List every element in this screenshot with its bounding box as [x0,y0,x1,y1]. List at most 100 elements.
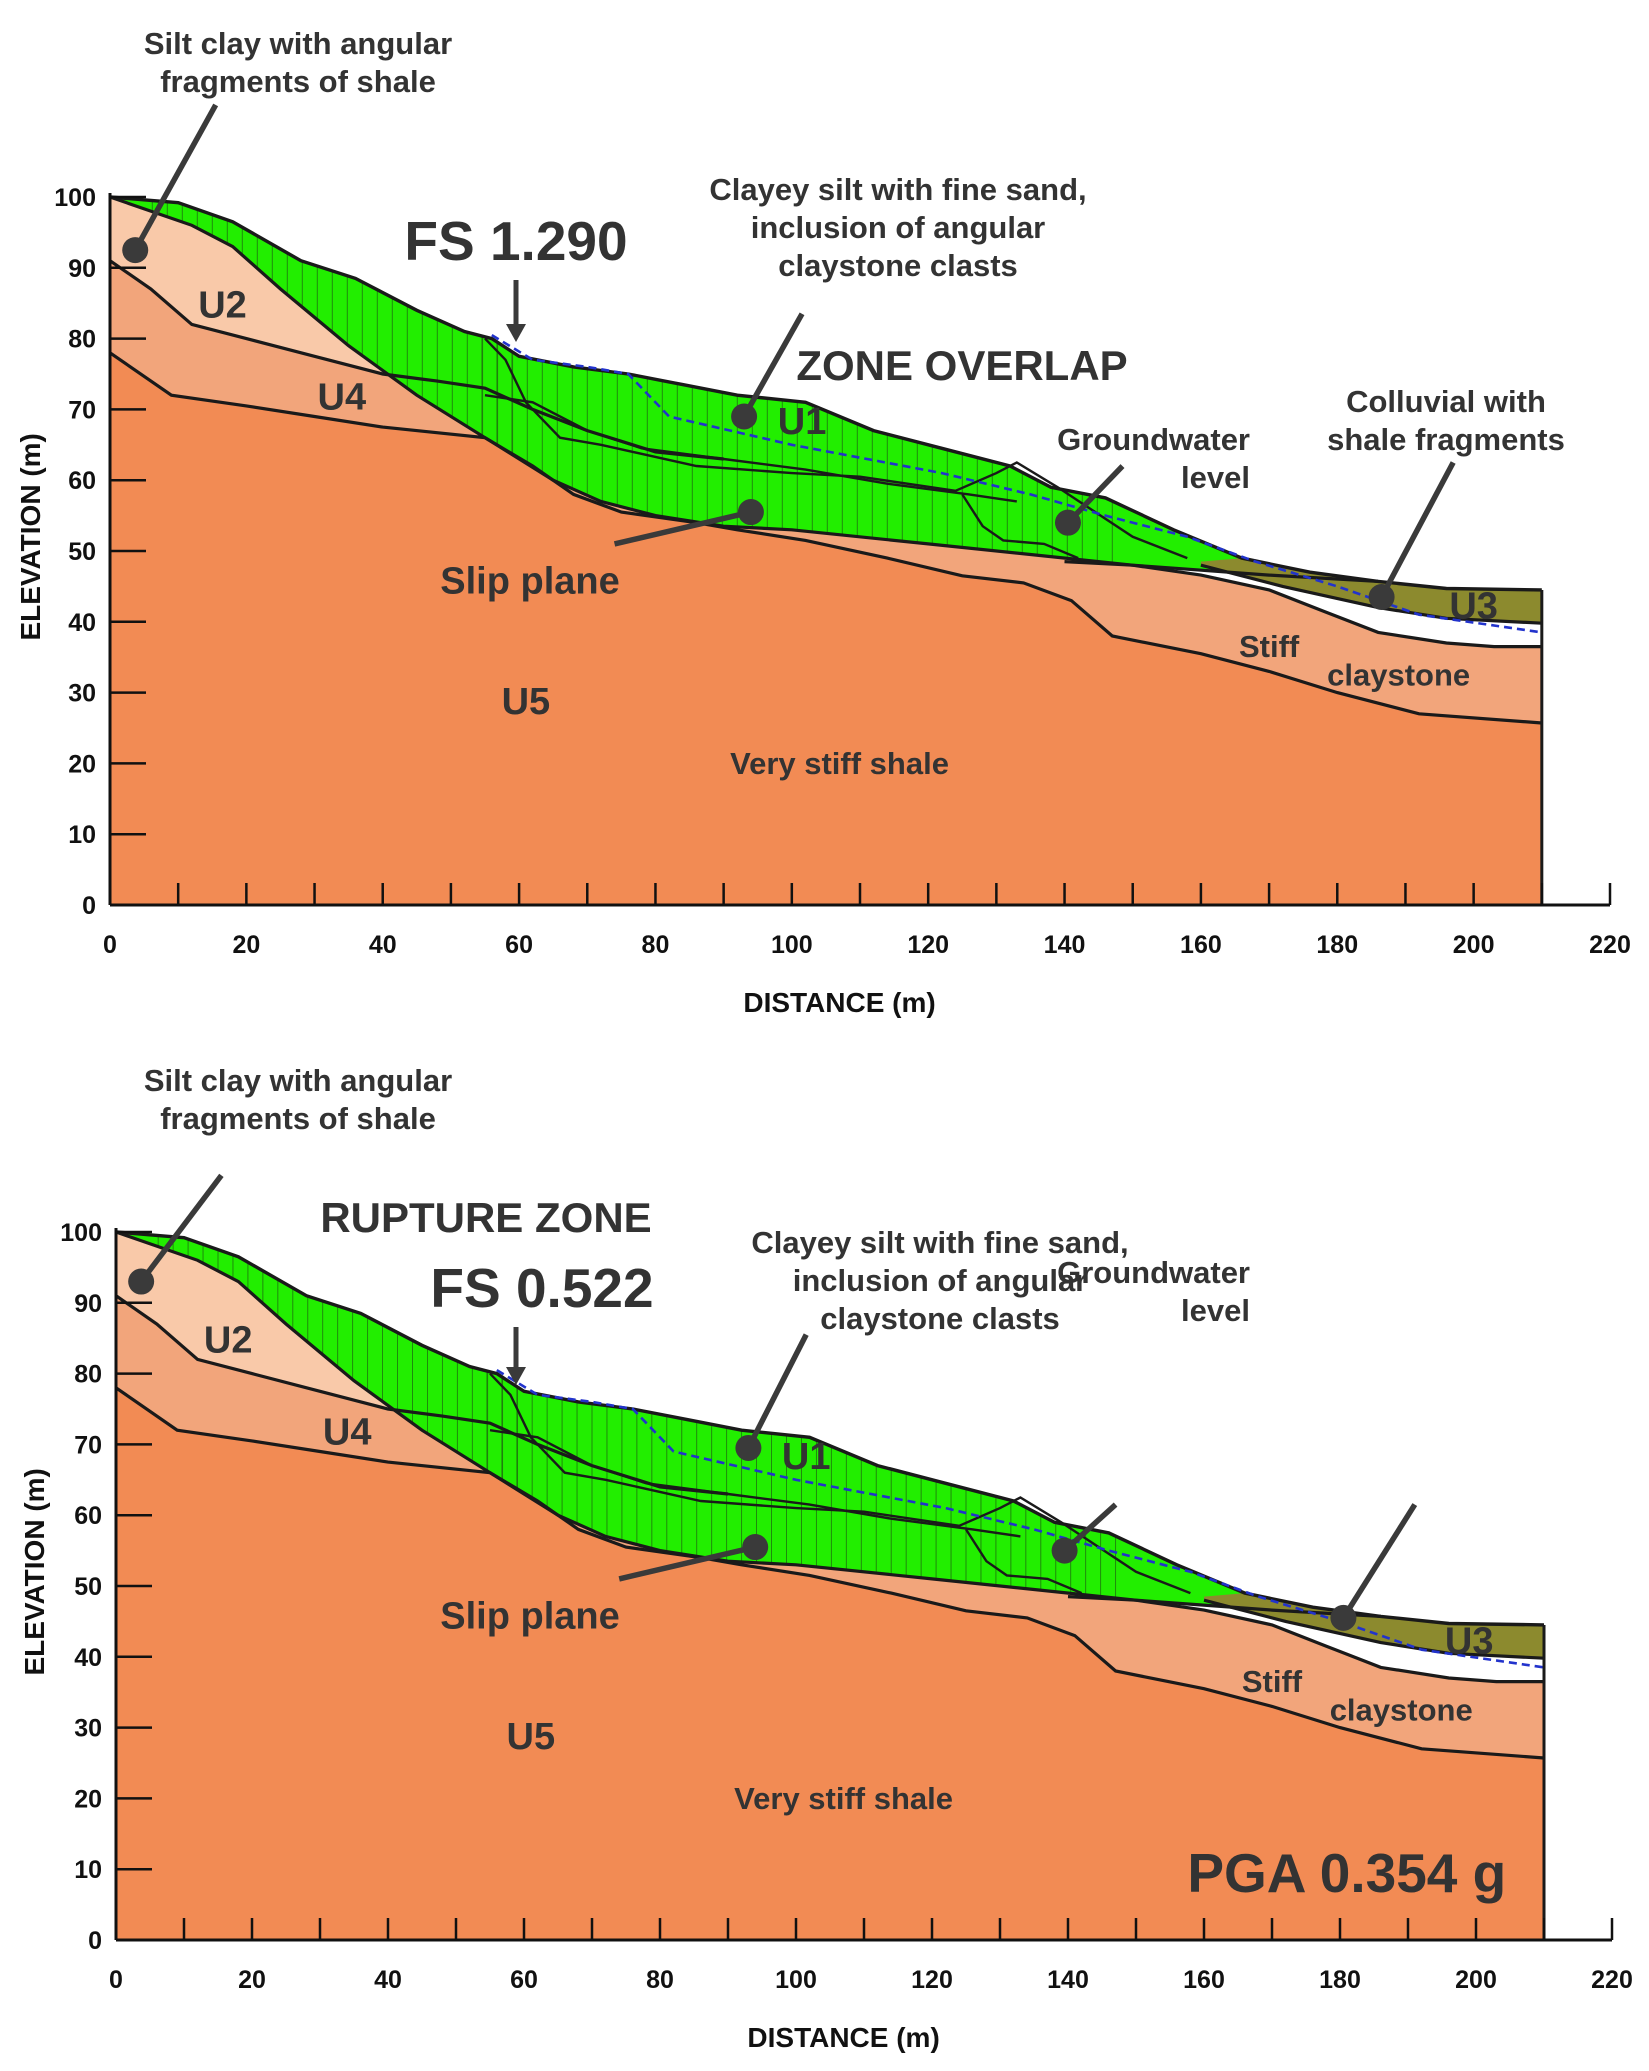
layer-boundary [115,1230,1381,1618]
y-tick-label: 20 [68,750,96,778]
pga-label: PGA 0.354 g [1187,1842,1506,1904]
x-tick-label: 0 [109,1966,123,1994]
silt-clay-leader [132,103,219,252]
layer-boundary [109,351,1542,725]
y-axis-title: ELEVATION (m) [15,433,46,640]
clayey-silt-note: Clayey silt with fine sand, inclusion of … [751,1225,1128,1336]
y-tick-label: 90 [68,255,96,283]
u5-layer [116,1387,1544,1940]
y-tick-label: 40 [74,1644,102,1672]
x-tick-label: 140 [1047,1966,1089,1994]
slip-plane-label: Slip plane [440,560,619,602]
factor-of-safety-label: FS 0.522 [430,1257,653,1319]
x-tick-label: 220 [1591,1966,1633,1994]
layer-boundary [484,394,1017,503]
very-stiff-shale-label: Very stiff shale [730,746,949,781]
unit-u5-label: U5 [507,1716,556,1758]
groundwater-leader [1065,464,1125,525]
geology-layers [115,1230,1546,1940]
layer-boundary [115,1386,1545,1760]
x-tick-label: 100 [771,931,813,959]
layer-boundary [484,337,1188,560]
colluvial-marker [1330,1604,1357,1631]
y-tick-label: 0 [82,892,96,920]
cross-section-chart: 0 10 20 30 40 50 60 70 80 90 100 0 20 40 60 80 100 120 140… [15,26,1631,1018]
x-tick-label: 160 [1183,1966,1225,1994]
annotations: Silt clay with angular fragments of shale… [122,26,1565,781]
layer-boundary [961,493,1079,560]
x-tick-label: 200 [1455,1966,1497,1994]
zone-label: RUPTURE ZONE [320,1194,651,1241]
groundwater-note: Groundwater level [1057,422,1250,495]
clayey-silt-marker [735,1434,762,1461]
groundwater-note: Groundwater level [1057,1255,1250,1328]
u4-layer [110,260,1542,723]
x-tick-label: 180 [1319,1966,1361,1994]
layer-boundary [1203,1598,1545,1660]
claystone-label: claystone [1327,658,1470,693]
slip-plane-label: Slip plane [440,1595,619,1637]
groundwater-marker [1054,509,1081,536]
colluvial-marker [1368,584,1395,611]
x-tick-label: 140 [1044,931,1086,959]
clayey-silt-leader [745,1333,809,1450]
unit-u4-label: U4 [323,1411,372,1453]
y-tick-label: 0 [88,1927,102,1955]
x-tick-label: 80 [646,1966,674,1994]
x-tick-label: 120 [911,1966,953,1994]
y-tick-label: 100 [54,184,96,212]
silt-clay-note: Silt clay with angular fragments of shale [144,26,452,99]
y-tick-label: 80 [74,1361,102,1389]
u3-layer [1204,1593,1544,1659]
silt-clay-note: Silt clay with angular fragments of shale [144,1063,452,1136]
cross-section-panel-fs-0522: 0 10 20 30 40 50 60 70 80 90 100 0 20 40 60 80 100 120 140… [0,1035,1649,2070]
y-tick-label: 80 [68,326,96,354]
ground-surface [109,195,1542,592]
silt-clay-marker [122,237,149,264]
x-tick-label: 120 [907,931,949,959]
cross-section-panel-fs-1290: 0 10 20 30 40 50 60 70 80 90 100 0 20 40 60 80 100 120 140… [0,0,1649,1035]
stiff-label: Stiff [1239,629,1300,664]
x-tick-label: 20 [232,931,260,959]
u5-layer [110,352,1542,905]
colluvial-leader [1379,461,1456,599]
y-tick-label: 10 [74,1856,102,1884]
u2-layer [110,197,724,459]
y-tick-label: 20 [74,1785,102,1813]
y-tick-label: 10 [68,821,96,849]
x-tick-label: 100 [775,1966,817,1994]
unit-u4-label: U4 [318,376,367,418]
y-tick-label: 60 [74,1502,102,1530]
very-stiff-shale-label: Very stiff shale [734,1781,953,1816]
y-tick-label: 50 [68,538,96,566]
x-tick-label: 40 [374,1966,402,1994]
groundwater-line [496,1368,1545,1669]
y-tick-label: 60 [68,467,96,495]
u2-layer [116,1232,728,1494]
u4-layer [116,1295,1544,1758]
fs-arrow-head [506,324,526,342]
y-axis-title: ELEVATION (m) [19,1468,50,1675]
silt-clay-leader [138,1173,224,1284]
x-tick-label: 60 [505,931,533,959]
x-axis-title: DISTANCE (m) [743,987,935,1018]
x-tick-label: 80 [642,931,670,959]
x-tick-label: 40 [369,931,397,959]
unit-u3-label: U3 [1445,1620,1494,1662]
y-tick-label: 40 [68,609,96,637]
unit-u3-label: U3 [1449,585,1498,627]
claystone-label: claystone [1330,1693,1473,1728]
fs-arrow-head [506,1367,526,1385]
factor-of-safety-label: FS 1.290 [404,210,627,272]
layer-boundary [109,195,1379,583]
axes: 0 10 20 30 40 50 60 70 80 90 100 0 20 40 60 80 100 120 140… [15,184,1631,1018]
y-tick-label: 90 [74,1290,102,1318]
groundwater-line [491,333,1542,634]
x-axis-title: DISTANCE (m) [747,2022,939,2053]
groundwater-marker [1051,1537,1078,1564]
clayey-silt-note: Clayey silt with fine sand, inclusion of … [709,172,1086,283]
annotations: Silt clay with angular fragments of shale… [128,1063,1528,2070]
x-tick-label: 220 [1589,931,1631,959]
y-tick-label: 30 [68,680,96,708]
